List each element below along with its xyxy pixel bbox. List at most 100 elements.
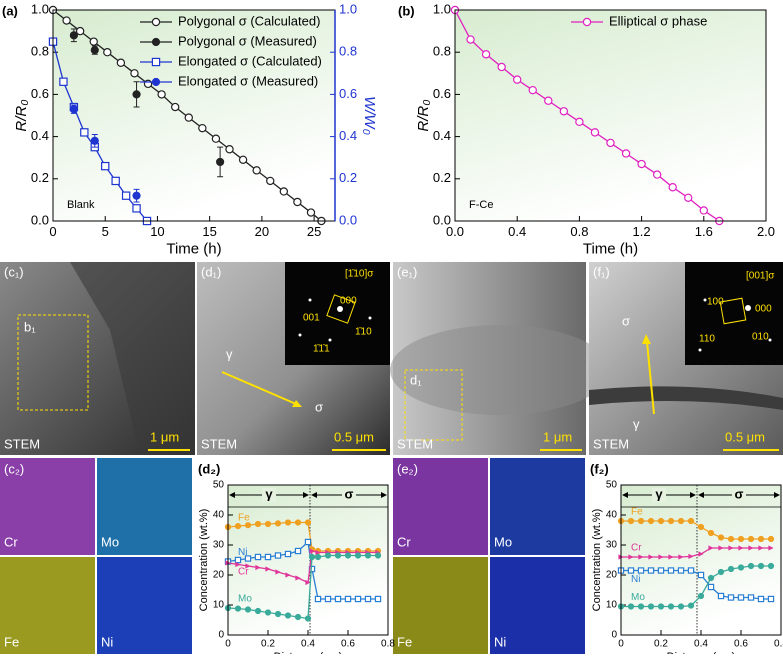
y-tick-label: 0.2 [433, 170, 451, 185]
zone-axis: [1̄10]σ [345, 269, 374, 280]
y-tick-label: 0.2 [31, 170, 49, 185]
marker [718, 545, 724, 551]
plot-background [455, 10, 766, 221]
marker [90, 136, 99, 145]
x-axis-title: Time (h) [166, 241, 221, 258]
marker [234, 523, 242, 530]
marker [315, 549, 321, 556]
marker [62, 16, 71, 25]
y-tick-label: 40 [606, 510, 618, 521]
y-tick-label: 40 [213, 510, 225, 521]
marker [497, 62, 506, 72]
arrow-head [774, 492, 780, 498]
marker [667, 567, 675, 574]
legend-label: Elliptical σ phase [609, 13, 707, 28]
plot-background [621, 485, 781, 635]
x-tick-label: 0.0 [446, 224, 464, 239]
marker [697, 571, 705, 579]
series-label: Cr [631, 543, 642, 554]
marker [667, 517, 675, 525]
x-tick-label: 0.6 [734, 639, 748, 650]
marker [304, 538, 312, 546]
marker [559, 107, 569, 116]
plot-background [53, 10, 335, 221]
panel-label: (d₂) [198, 461, 220, 476]
marker [254, 553, 262, 561]
element-label: Fe [397, 634, 412, 649]
y2-axis-title: W/W₀ [361, 96, 378, 135]
x-tick-label: 0.4 [694, 639, 708, 650]
marker [266, 176, 275, 186]
region-label: γ [265, 486, 273, 501]
marker [699, 206, 709, 215]
marker [111, 176, 120, 186]
marker [708, 545, 714, 551]
series-label: Fe [631, 507, 643, 518]
stem-label: STEM [4, 436, 40, 451]
y-tick-label: 0.4 [433, 128, 451, 143]
marker [252, 166, 261, 175]
marker [727, 565, 735, 573]
marker [747, 535, 755, 543]
marker [254, 520, 262, 528]
marker [707, 583, 715, 591]
region-label: σ [345, 486, 354, 501]
marker [728, 545, 734, 551]
marker [727, 594, 735, 601]
element-label: Cr [4, 534, 18, 549]
y-tick-label: 1.0 [31, 1, 49, 16]
marker [132, 191, 141, 200]
arrow-head [311, 492, 317, 498]
legend-label: Polygonal σ (Measured) [178, 33, 317, 48]
marker [684, 193, 693, 202]
x-tick-label: 25 [307, 224, 321, 239]
element-label: Mo [101, 534, 119, 549]
annotation: Blank [67, 199, 95, 211]
annotation: F-Ce [469, 199, 493, 211]
marker [279, 187, 289, 196]
element-label: Mo [494, 534, 512, 549]
series-label: Cr [238, 567, 249, 578]
marker [265, 566, 271, 572]
marker [234, 556, 242, 564]
x-tick-label: 0 [618, 639, 624, 650]
y-tick-label: 0.0 [433, 212, 451, 227]
spot-label: 1̄10 [355, 327, 372, 338]
marker [274, 520, 282, 527]
region-label: b₁ [24, 319, 36, 334]
region-label-bg [342, 488, 356, 502]
marker [668, 183, 677, 192]
marker [737, 535, 745, 543]
arrow-head [229, 492, 235, 498]
marker [216, 157, 225, 167]
marker [101, 161, 110, 171]
marker [768, 545, 774, 551]
eds-c2: (c₂) Cr Mo Fe Ni [0, 458, 192, 654]
marker [707, 529, 715, 537]
marker [652, 170, 662, 179]
x-axis-title: Time (h) [583, 241, 638, 258]
x-tick-label: 0.8 [381, 639, 395, 650]
marker [637, 159, 646, 169]
x-tick-label: 15 [202, 224, 216, 239]
region-label: σ [735, 486, 744, 501]
y-tick-label: 0 [218, 630, 224, 641]
y2-tick-label: 0.4 [339, 128, 357, 143]
spot-label: 100 [707, 297, 724, 308]
element-label: Cr [397, 534, 411, 549]
marker [324, 595, 332, 603]
marker [767, 562, 775, 570]
marker [306, 208, 316, 217]
marker [638, 554, 644, 560]
y-tick-label: 0.8 [433, 44, 451, 59]
marker [647, 603, 655, 610]
y-tick-label: 0.8 [31, 44, 49, 59]
marker [284, 550, 292, 558]
marker [364, 595, 372, 603]
marker [667, 603, 675, 610]
y-tick-label: 0.0 [31, 212, 49, 227]
marker [264, 520, 272, 528]
y2-tick-label: 0.2 [339, 170, 357, 185]
series-label: Mo [631, 592, 645, 603]
marker [184, 113, 193, 122]
